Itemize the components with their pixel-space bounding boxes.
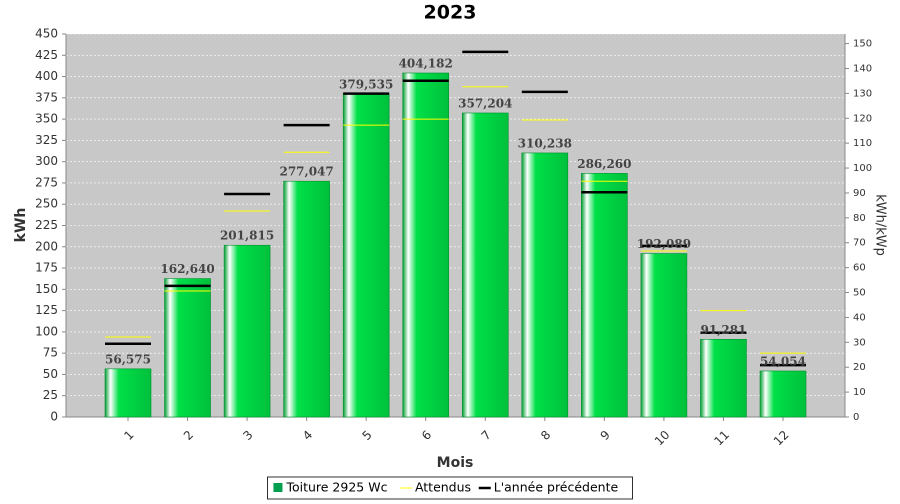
y-tick-label: 125 bbox=[35, 303, 58, 317]
bar bbox=[759, 370, 807, 418]
y2-tick-label: 110 bbox=[853, 138, 872, 149]
legend-label: Toiture 2925 Wc bbox=[285, 480, 387, 495]
legend-box bbox=[267, 476, 633, 500]
value-label: 310,238 bbox=[518, 136, 572, 150]
x-tick-label: 8 bbox=[538, 428, 553, 443]
bar bbox=[581, 173, 628, 418]
y-tick-label: 350 bbox=[35, 112, 58, 126]
y-tick-label: 50 bbox=[43, 367, 58, 381]
y2-tick-label: 100 bbox=[853, 163, 872, 174]
bar bbox=[461, 112, 509, 418]
value-label: 286,260 bbox=[577, 157, 631, 171]
x-tick-label: 4 bbox=[300, 428, 315, 443]
y-axis-label: kWh bbox=[13, 208, 29, 243]
y-tick-label: 100 bbox=[35, 324, 58, 338]
value-label: 357,204 bbox=[458, 96, 512, 110]
x-tick-label: 1 bbox=[121, 428, 136, 443]
value-label: 201,815 bbox=[220, 229, 274, 243]
x-tick-label: 12 bbox=[771, 428, 792, 449]
y2-tick-label: 120 bbox=[853, 113, 872, 124]
bar bbox=[104, 368, 152, 418]
y-tick-label: 375 bbox=[35, 90, 58, 104]
x-axis-label: Mois bbox=[437, 455, 474, 471]
value-label: 404,182 bbox=[399, 56, 453, 70]
legend-label: L'année précédente bbox=[494, 480, 619, 495]
y2-axis-label: kWh/kWp bbox=[873, 194, 888, 256]
y-tick-label: 400 bbox=[35, 69, 58, 83]
x-tick-label: 5 bbox=[359, 428, 374, 443]
bar bbox=[342, 93, 390, 418]
y2-tick-label: 60 bbox=[853, 263, 866, 274]
y2-tick-label: 70 bbox=[853, 238, 866, 249]
y-tick-label: 0 bbox=[50, 410, 58, 424]
y2-tick-label: 150 bbox=[853, 39, 872, 50]
y2-tick-label: 50 bbox=[853, 288, 866, 299]
value-label: 192,089 bbox=[637, 237, 691, 251]
y-tick-label: 250 bbox=[35, 197, 58, 211]
y-tick-label: 75 bbox=[43, 346, 58, 360]
y-tick-label: 325 bbox=[35, 133, 58, 147]
value-label: 379,535 bbox=[339, 77, 393, 91]
x-tick-label: 10 bbox=[652, 428, 673, 449]
value-label: 91,281 bbox=[700, 323, 746, 337]
y2-tick-label: 0 bbox=[853, 412, 859, 423]
x-tick-label: 2 bbox=[181, 428, 196, 443]
chart-title: 2023 bbox=[424, 2, 477, 24]
y-tick-label: 275 bbox=[35, 175, 58, 189]
y2-tick-label: 80 bbox=[853, 213, 866, 224]
x-tick-label: 11 bbox=[711, 428, 732, 449]
value-label: 162,640 bbox=[160, 262, 214, 276]
y2-tick-label: 90 bbox=[853, 188, 866, 199]
y2-tick-label: 30 bbox=[853, 337, 866, 348]
bar bbox=[283, 180, 330, 418]
legend: Toiture 2925 Wc Attendus L'année précédent… bbox=[267, 476, 633, 500]
y2-tick-label: 130 bbox=[853, 88, 872, 99]
bar bbox=[164, 278, 211, 418]
value-label: 56,575 bbox=[105, 352, 151, 366]
legend-label: Attendus bbox=[415, 480, 471, 495]
y-tick-label: 25 bbox=[43, 388, 58, 402]
bar bbox=[402, 72, 450, 418]
y2-tick-label: 10 bbox=[853, 387, 866, 398]
bar bbox=[700, 339, 747, 418]
value-label: 54,054 bbox=[760, 354, 806, 368]
y2-tick-label: 20 bbox=[853, 362, 866, 373]
bar bbox=[521, 152, 569, 418]
x-tick-label: 9 bbox=[598, 428, 613, 443]
y-tick-label: 200 bbox=[35, 239, 58, 253]
legend-swatch bbox=[273, 483, 283, 492]
y-tick-label: 225 bbox=[35, 218, 58, 232]
x-tick-label: 7 bbox=[479, 428, 494, 443]
value-label: 277,047 bbox=[279, 165, 333, 179]
y-tick-label: 150 bbox=[35, 282, 58, 296]
y-tick-label: 450 bbox=[35, 27, 58, 41]
bar bbox=[223, 244, 271, 418]
y-tick-label: 425 bbox=[35, 48, 58, 62]
y2-tick-label: 140 bbox=[853, 63, 872, 74]
x-tick-label: 3 bbox=[240, 428, 255, 443]
y-tick-label: 175 bbox=[35, 261, 58, 275]
y2-tick-label: 40 bbox=[853, 312, 866, 323]
bar bbox=[640, 253, 688, 418]
y-tick-label: 300 bbox=[35, 154, 58, 168]
x-tick-label: 6 bbox=[419, 428, 434, 443]
